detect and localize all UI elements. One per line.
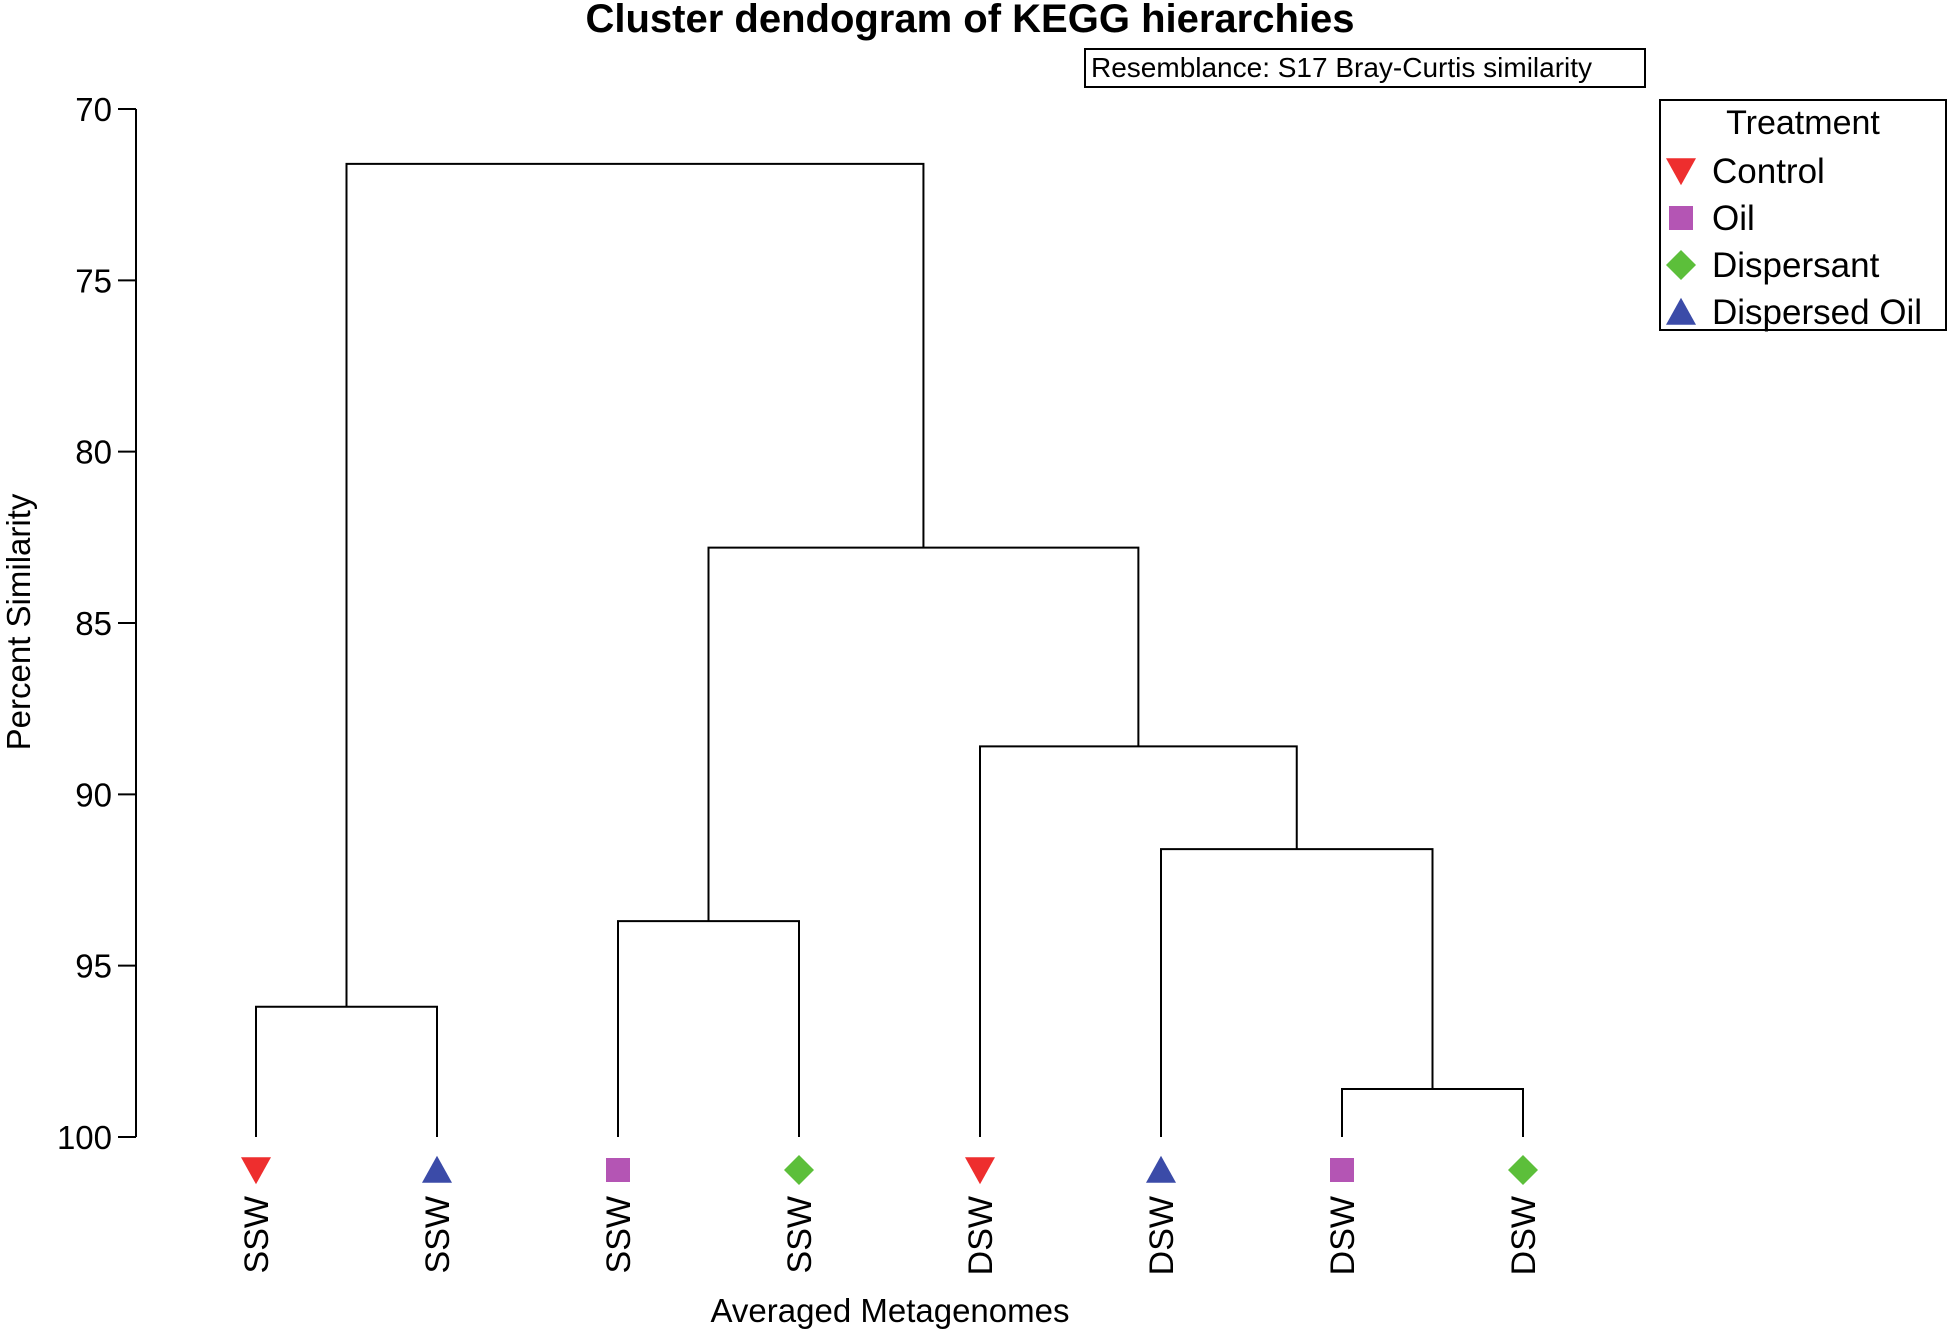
leaf-marker [1330,1158,1354,1182]
leaf-label: DSW [962,1196,1000,1275]
leaf-label: SSW [419,1196,457,1273]
legend-item-label: Control [1712,152,1825,191]
dendrogram-link [1160,848,1434,1137]
legend-title: Treatment [1726,104,1880,142]
leaf-marker [965,1157,995,1185]
leaf-label: SSW [781,1196,819,1273]
legend-marker [1666,250,1696,280]
leaf-label: DSW [1324,1196,1362,1275]
legend-marker [1669,206,1693,230]
chart-title: Cluster dendogram of KEGG hierarchies [585,0,1354,41]
x-axis-label: Averaged Metagenomes [711,1292,1070,1329]
y-tick-label: 85 [75,605,112,642]
legend-frame [1659,99,1947,331]
y-axis-label: Percent Similarity [0,493,37,750]
y-tick-label: 100 [57,1119,112,1156]
resemblance-note: Resemblance: S17 Bray-Curtis similarity [1091,52,1592,83]
leaf-label: DSW [1143,1196,1181,1275]
leaf-label: SSW [238,1196,276,1273]
dendrogram-link [255,1005,438,1137]
y-tick-label: 70 [75,91,112,128]
dendrogram-link [979,745,1298,1137]
y-tick-label: 80 [75,434,112,471]
legend-item-label: Dispersant [1712,246,1880,285]
leaf-marker [1146,1155,1176,1183]
leaf-marker [241,1157,271,1185]
resemblance-box-frame [1084,48,1646,88]
leaf-marker [1508,1155,1538,1185]
dendrogram-link [707,546,1140,922]
legend-marker [1666,158,1696,186]
legend-item-label: Dispersed Oil [1712,293,1922,332]
legend-marker [1666,297,1696,325]
y-tick-label: 75 [75,262,112,299]
resemblance-box: Resemblance: S17 Bray-Curtis similarity [1084,48,1646,88]
legend: Treatment Control Oil Dispersant Dispersed O… [1659,99,1947,332]
y-axis: 70 75 80 85 90 95 100 [57,91,137,1156]
leaf-label: SSW [600,1196,638,1273]
leaf-marker [784,1155,814,1185]
leaf-marker [422,1155,452,1183]
dendrogram-links [255,162,1524,1137]
dendrogram-link [617,920,800,1137]
dendrogram-link [345,162,925,1007]
dendrogram-link [1341,1088,1524,1137]
y-tick-label: 90 [75,776,112,813]
leaf-label: DSW [1505,1196,1543,1275]
y-tick-label: 95 [75,948,112,985]
legend-item-label: Oil [1712,199,1755,238]
dendrogram-leaves: SSW SSW SSW SSW DSW DSW DSW DSW [238,1155,1543,1275]
leaf-marker [606,1158,630,1182]
